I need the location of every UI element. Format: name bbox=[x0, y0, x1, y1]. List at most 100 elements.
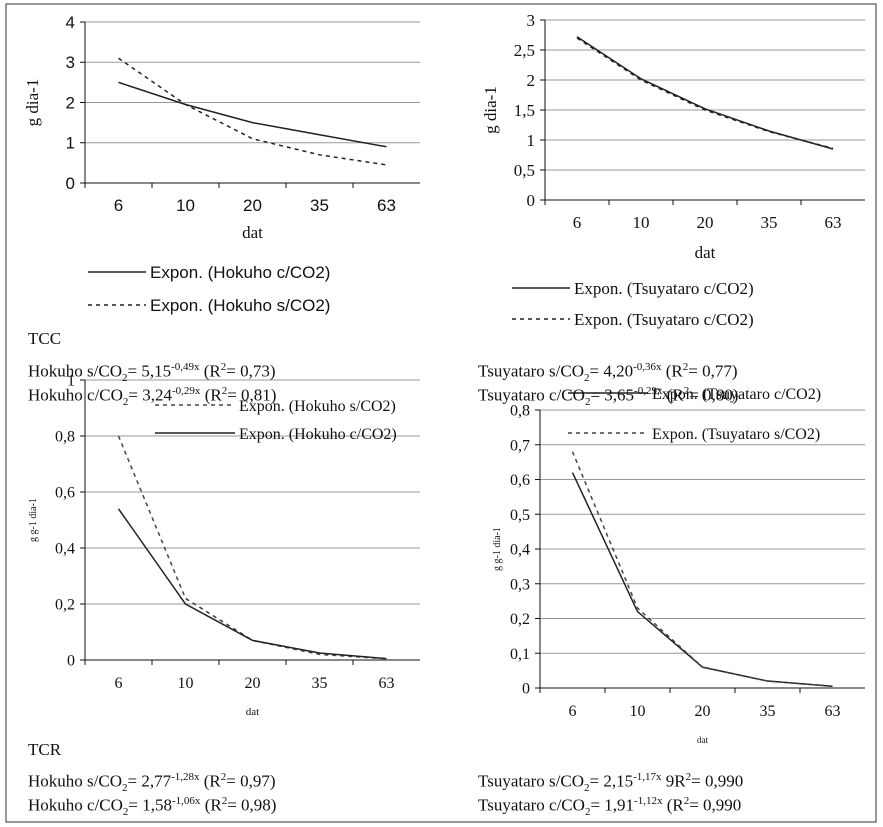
y-tick-label: 1 bbox=[66, 134, 75, 153]
y-tick-label: 2 bbox=[527, 71, 536, 90]
equation-part: = 0,77) bbox=[688, 361, 738, 381]
x-tick-label: 20 bbox=[697, 213, 714, 232]
equation: Tsuyataro s/CO2= 4,20-0,36x (R2= 0,77) bbox=[478, 355, 738, 390]
x-tick-label: 35 bbox=[761, 213, 778, 232]
equation-part: = 5,15 bbox=[127, 361, 172, 381]
equation-part: Tsuyataro c/CO bbox=[478, 795, 585, 815]
equation-part: 2 bbox=[584, 782, 590, 795]
equation-part: 2 bbox=[122, 396, 129, 409]
y-tick-label: 0,8 bbox=[55, 429, 75, 446]
equation-part: (R bbox=[199, 361, 221, 381]
y-axis-label: g g-1 dia-1 bbox=[28, 498, 39, 542]
x-tick-label: 20 bbox=[243, 196, 262, 215]
x-tick-label: 63 bbox=[377, 196, 396, 215]
y-tick-label: 3 bbox=[66, 53, 75, 72]
y-tick-label: 0,6 bbox=[510, 472, 530, 489]
series-line bbox=[117, 435, 387, 660]
x-tick-label: 20 bbox=[695, 703, 711, 720]
equation-part: 2 bbox=[221, 385, 228, 397]
equation-part: = 0,81) bbox=[227, 385, 277, 405]
equation-part: 2 bbox=[221, 795, 228, 807]
y-tick-label: 0 bbox=[67, 653, 75, 670]
equation-part: 2 bbox=[584, 372, 590, 385]
x-tick-label: 63 bbox=[379, 675, 395, 692]
y-tick-label: 1 bbox=[527, 131, 536, 150]
x-axis-label: dat bbox=[697, 735, 708, 745]
equation-part: -1,06x bbox=[172, 795, 201, 807]
equation-part: = 0,990 bbox=[691, 771, 744, 791]
x-tick-label: 35 bbox=[312, 675, 328, 692]
equation-part: Tsuyataro s/CO bbox=[478, 361, 584, 381]
x-axis-label: dat bbox=[246, 706, 259, 718]
equation-part: Hokuho c/CO bbox=[28, 385, 123, 405]
equation-part: = 0,97) bbox=[226, 771, 276, 791]
legend-label: Expon. (Tsuyataro s/CO2) bbox=[652, 426, 820, 443]
equation-part: -1,28x bbox=[171, 771, 200, 783]
equation-part: 2 bbox=[685, 771, 692, 783]
y-tick-label: 0,3 bbox=[510, 576, 530, 593]
legend-label: Expon. (Hokuho c/CO2) bbox=[150, 263, 330, 282]
equation-part: 2 bbox=[682, 361, 689, 373]
y-axis-label: g dia-1 bbox=[481, 86, 500, 134]
legend-label: Expon. (Tsuyataro c/CO2) bbox=[574, 279, 754, 298]
y-tick-label: 0 bbox=[66, 174, 75, 193]
equation-part: 2 bbox=[122, 806, 129, 819]
equation: Hokuho s/CO2= 5,15-0,49x (R2= 0,73) bbox=[28, 355, 276, 390]
equation-part: 2 bbox=[220, 361, 227, 373]
y-axis-label: g dia-1 bbox=[23, 79, 42, 127]
x-tick-label: 35 bbox=[310, 196, 329, 215]
equation-part: = 0,80) bbox=[689, 385, 739, 405]
series-line bbox=[571, 472, 833, 688]
equation-part: -0,29x bbox=[172, 385, 201, 397]
equation: Hokuho s/CO2= 2,77-1,28x (R2= 0,97) bbox=[28, 765, 276, 800]
equation: Tsuyataro s/CO2= 2,15-1,17x 9R2= 0,990 bbox=[478, 765, 743, 800]
equation-part: -1,12x bbox=[634, 795, 663, 807]
y-tick-label: 0,1 bbox=[510, 646, 530, 663]
y-axis-label: g g-1 dia-1 bbox=[492, 527, 503, 571]
equation-part: (R bbox=[662, 795, 684, 815]
equation-part: Tsuyataro c/CO bbox=[478, 385, 585, 405]
x-tick-label: 10 bbox=[630, 703, 646, 720]
equation-part: = 2,77 bbox=[127, 771, 172, 791]
series-line bbox=[118, 57, 387, 166]
equation-part: (R bbox=[661, 361, 683, 381]
equation-part: 2 bbox=[121, 782, 128, 795]
series-line bbox=[576, 37, 834, 150]
x-tick-label: 6 bbox=[569, 703, 577, 720]
equation-part: = 1,91 bbox=[590, 795, 635, 815]
equation: Hokuho c/CO2= 1,58-1,06x (R2= 0,98) bbox=[28, 789, 276, 824]
legend-label: Expon. (Hokuho c/CO2) bbox=[239, 426, 397, 443]
legend-label: Expon. (Tsuyataro c/CO2) bbox=[652, 386, 821, 403]
equation-part: 2 bbox=[584, 806, 591, 819]
x-tick-label: 63 bbox=[825, 703, 841, 720]
y-tick-label: 0,4 bbox=[55, 541, 75, 558]
series-line bbox=[571, 451, 833, 688]
y-tick-label: 3 bbox=[527, 11, 536, 30]
y-tick-label: 0,5 bbox=[510, 507, 530, 524]
series-line bbox=[117, 508, 387, 660]
y-tick-label: 4 bbox=[66, 13, 75, 32]
equation-part: 2 bbox=[683, 795, 690, 807]
equation-part: Tsuyataro s/CO bbox=[478, 771, 584, 791]
y-tick-label: 0 bbox=[527, 191, 536, 210]
x-tick-label: 63 bbox=[825, 213, 842, 232]
equation-part: = 0,990 bbox=[689, 795, 742, 815]
y-tick-label: 0,4 bbox=[510, 542, 530, 559]
frame bbox=[5, 3, 877, 823]
equation-part: -0,36x bbox=[633, 361, 662, 373]
x-tick-label: 20 bbox=[245, 675, 261, 692]
y-tick-label: 1 bbox=[67, 373, 75, 390]
equation-part: Hokuho s/CO bbox=[28, 361, 122, 381]
equation-part: = 1,58 bbox=[128, 795, 173, 815]
x-tick-label: 10 bbox=[633, 213, 650, 232]
x-tick-label: 6 bbox=[115, 675, 123, 692]
caption-title: TCR bbox=[28, 740, 62, 759]
equation-part: 2 bbox=[121, 372, 128, 385]
x-tick-label: 6 bbox=[573, 213, 582, 232]
equation: Tsuyataro c/CO2= 1,91-1,12x (R2= 0,990 bbox=[478, 789, 741, 824]
y-tick-label: 2 bbox=[66, 93, 75, 112]
y-tick-label: 0,2 bbox=[510, 611, 530, 628]
equation-part: = 3,65 bbox=[590, 385, 635, 405]
